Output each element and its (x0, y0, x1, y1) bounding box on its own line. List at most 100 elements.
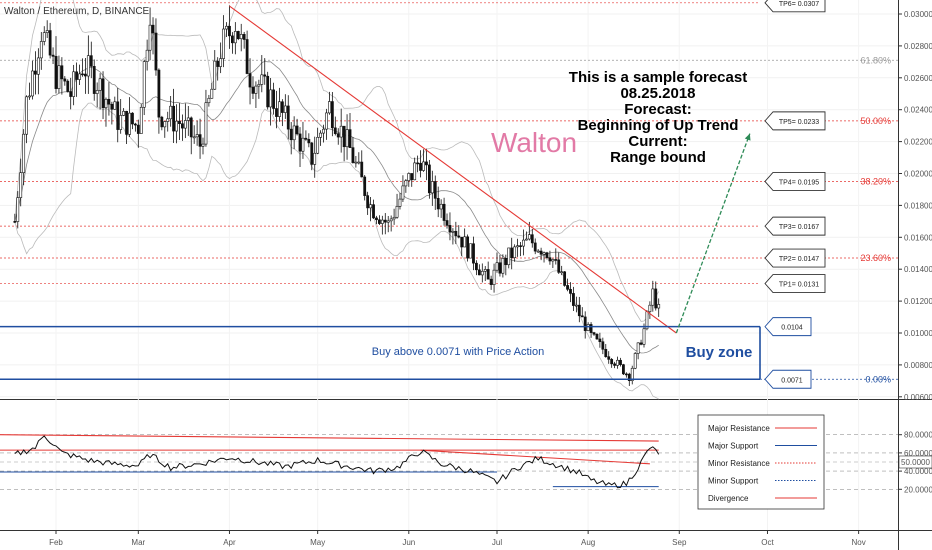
candle-body (477, 269, 481, 276)
candle-body (560, 271, 564, 274)
candle-body (469, 243, 472, 259)
buy-zone-label: Buy zone (686, 344, 753, 361)
candle-body (122, 110, 126, 116)
fib-label: 23.60% (860, 253, 891, 263)
candle-body (619, 359, 622, 365)
candle-body (31, 70, 34, 97)
candle-body (260, 74, 264, 85)
candle-body (110, 103, 114, 110)
candle-body (607, 356, 611, 360)
candle-body (386, 220, 390, 223)
candle-body (463, 236, 467, 248)
candle-body (380, 219, 384, 224)
target-callout-box (764, 274, 826, 294)
candle-body (425, 161, 428, 166)
candle-body (486, 269, 490, 280)
forecast-block: This is a sample forecast 08.25.2018 For… (569, 69, 747, 166)
candle-body (622, 364, 625, 375)
candle-body (72, 71, 76, 97)
candle-body (545, 252, 549, 258)
oscillator-line (14, 435, 660, 489)
candle-body (198, 134, 202, 147)
candle-body (225, 25, 228, 30)
candle-body (577, 304, 581, 317)
level-callout-label: 0.0104 (781, 325, 803, 332)
candle-body (513, 246, 517, 258)
candle-body (292, 125, 296, 141)
oscillator-tick-label: 20.0000 (904, 485, 932, 494)
candle-body (163, 121, 167, 128)
candle-body (598, 338, 602, 343)
candle-body (42, 32, 46, 42)
candle-body (219, 58, 223, 67)
target-callout-box (764, 216, 826, 236)
candle-body (222, 28, 225, 59)
candle-body (401, 185, 405, 200)
candle-body (280, 101, 284, 113)
target-callout-box (764, 0, 826, 13)
time-axis: Feb Mar Apr May Jun Jul Aug Sep Oct Nov (49, 530, 866, 547)
current-value: Range bound (610, 149, 706, 166)
target-callout-label: TP5= 0.0233 (779, 119, 819, 126)
candle-body (107, 98, 111, 105)
fib-label: 50.00% (860, 116, 891, 126)
candle-body (195, 134, 199, 138)
candle-body (269, 89, 273, 108)
candle-body (81, 73, 84, 76)
candle-body (636, 342, 640, 354)
target-callout-label: TP1= 0.0131 (779, 282, 819, 289)
candle-body (139, 106, 143, 134)
candle-body (413, 162, 417, 181)
projection-arrow (675, 133, 751, 334)
projection-arrowhead (744, 133, 751, 141)
candle-body (319, 132, 323, 138)
legend-label: Minor Support (708, 477, 759, 486)
candle-body (186, 117, 190, 121)
candle-body (554, 259, 558, 261)
candle-body (142, 61, 146, 108)
candle-body (489, 278, 493, 285)
candle-body (369, 204, 372, 209)
time-tick-label: Aug (581, 538, 595, 547)
candle-body (533, 242, 537, 252)
candle-body (342, 125, 346, 148)
legend-label: Major Support (708, 442, 759, 451)
target-callout-box (764, 248, 826, 268)
oscillator-tick-label: 80.0000 (904, 431, 932, 440)
candle-body (351, 147, 355, 163)
candle-body (169, 105, 173, 120)
candle-body (66, 80, 70, 92)
candle-body (148, 24, 152, 51)
chart-header: Walton / Ethereum, D, BINANCE (4, 6, 150, 17)
price-panel (0, 0, 898, 399)
level-callout-label: 0.0071 (781, 377, 803, 384)
candle-body (263, 74, 267, 77)
candle-body (548, 257, 552, 262)
candle-body (304, 137, 308, 140)
oscillator-value-badge (898, 455, 932, 469)
candle-body (251, 86, 255, 94)
candle-body (436, 198, 440, 210)
candle-body (28, 95, 31, 98)
candle-body (272, 89, 275, 109)
candle-body (78, 73, 81, 80)
candle-body (60, 65, 64, 80)
candle-body (642, 328, 646, 345)
target-callouts: TP6= 0.0307 TP5= 0.0233 TP4= 0.0195 TP3= 0.… (764, 0, 826, 294)
candle-body (472, 243, 475, 264)
candle-body (551, 259, 555, 262)
target-callout-label: TP6= 0.0307 (779, 1, 819, 8)
candle-body (175, 120, 178, 132)
current-label: Current: (628, 133, 687, 150)
candle-body (257, 84, 261, 87)
candle-body (216, 60, 220, 67)
candle-body (624, 373, 628, 376)
fib-label: 61.80% (860, 55, 891, 65)
candle-body (504, 257, 508, 266)
candle-body (201, 143, 205, 147)
candle-body (254, 85, 258, 94)
candle-body (524, 238, 528, 241)
candle-body (322, 128, 325, 134)
